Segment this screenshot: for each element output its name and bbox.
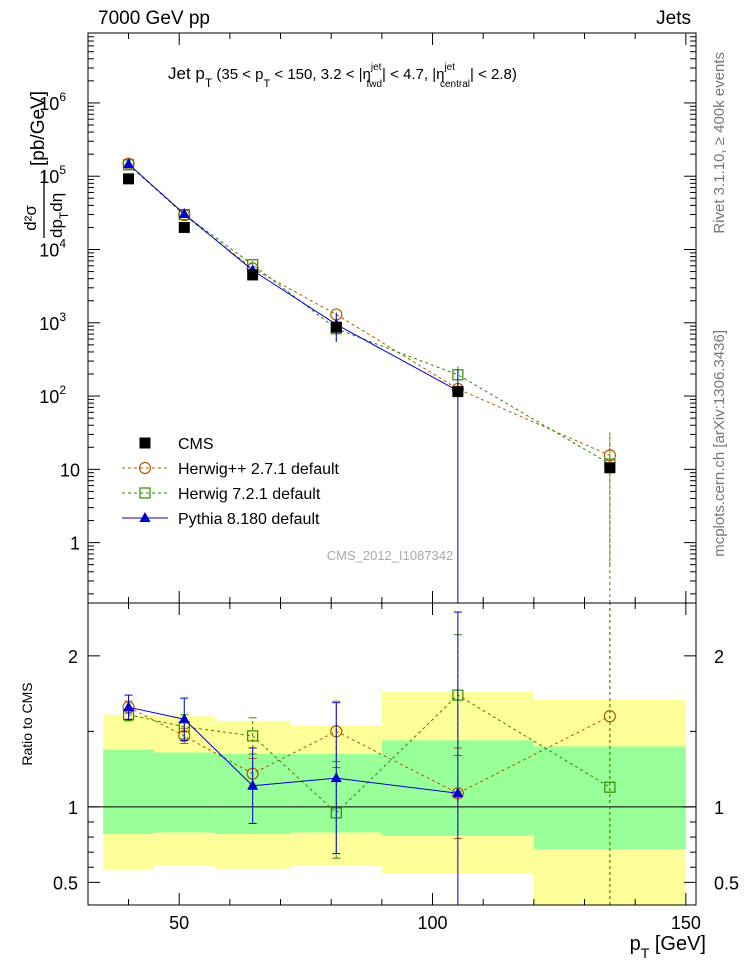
main-ytick-label: 10 [60,460,80,480]
series-herwig-2-7-1-default [122,157,616,565]
ratio-xtick-label: 50 [169,913,189,933]
series-line [128,164,611,465]
ratio-point [247,779,259,790]
ratio-point [330,772,342,783]
title-sub-t2: T [264,78,271,90]
data-point [247,269,259,281]
watermark: CMS_2012_I1087342 [327,548,454,563]
ylabel-units: [pb/GeV] [28,91,49,166]
legend-marker [139,487,151,499]
data-point [123,173,135,185]
ratio-point [604,781,616,793]
main-ytick-label: 1 [70,534,80,554]
ratio-ylabel: Ratio to CMS [19,682,35,765]
data-point [178,208,190,219]
title-central-sub: central [440,79,470,90]
ratio-series-pythia-8-180-default [123,611,464,905]
ratio-ytick-label-right: 2 [714,647,724,667]
ratio-plot: 0.5 0.5 1 1 2 2 50 100 150 [53,602,739,933]
header-left: 7000 GeV pp [98,8,210,29]
ratio-ytick-label-right: 1 [714,798,724,818]
series-line [128,163,611,456]
main-ytick-label: 102 [39,383,66,407]
ylabel-fraction: d²σ [21,205,40,231]
legend-marker [139,437,151,449]
legend-marker [138,461,152,475]
legend-entry-herwig-2-7-1-default: Herwig++ 2.7.1 default [122,461,340,478]
ratio-point [452,787,464,798]
ratio-xtick-label: 100 [418,913,448,933]
ratio-point [123,701,135,712]
ratio-band-inner [103,749,154,835]
data-point [452,386,464,398]
ratio-xtick-label: 150 [671,913,701,933]
ratio-ytick-label: 0.5 [53,873,78,893]
ylabel-num: d²σ [21,205,40,231]
title-end: | < 2.8) [470,66,517,83]
legend-label: Herwig 7.2.1 default [178,486,321,503]
ratio-band-inner [153,752,215,833]
ratio-xlabel: pT [GeV] [630,933,706,961]
title-eta: < 150, 3.2 < |η [270,66,371,83]
title-sub-t: T [205,76,213,90]
main-ytick-label: 106 [39,90,66,114]
data-point [330,321,342,333]
series-line [128,163,459,392]
legend-entry-pythia-8-180-default: Pythia 8.180 default [122,511,320,528]
series-pythia-8-180-default [123,158,464,603]
title-eta2: | < 4.7, |η [382,66,444,83]
legend-label: CMS [178,436,214,453]
ratio-line [128,694,611,814]
ratio-ytick-label-right: 0.5 [714,873,739,893]
legend-label: Pythia 8.180 default [178,511,320,528]
title-jet-sup2: jet [443,62,455,73]
ratio-ytick-label: 2 [68,647,78,667]
legend-entry-cms: CMS [139,436,214,453]
ratio-point [247,730,259,742]
header-right: Jets [656,8,691,29]
series-herwig-7-2-1-default [122,159,616,603]
legend-entry-herwig-7-2-1-default: Herwig 7.2.1 default [122,486,321,503]
ylabel-den: dpTdη [47,193,71,238]
ratio-ytick-label: 1 [68,798,78,818]
ratio-band-inner [533,746,686,850]
ratio-plot-frame [87,602,697,906]
mcplots-label: mcplots.cern.ch [arXiv:1306.3436] [711,330,728,557]
rivet-label: Rivet 3.1.10, ≥ 400k events [711,52,728,234]
legend: CMS Herwig++ 2.7.1 default Herwig 7.2.1 de… [122,436,340,528]
data-point [178,221,190,233]
data-point [603,449,616,462]
data-point [604,462,616,474]
main-title: Jet pT (35 < pT < 150, 3.2 < |ηjet fwd| <… [168,62,517,90]
ratio-line [128,706,611,794]
data-point [123,158,135,169]
series-cms [123,173,616,474]
main-ytick-label: 104 [39,236,66,260]
title-range: (35 < p [212,66,263,83]
ratio-point [178,713,190,724]
title-jet: Jet p [168,64,205,83]
title-jet-sup: jet [370,62,382,73]
title-fwd-sub: fwd [366,79,382,90]
main-ytick-label: 103 [39,310,66,334]
legend-label: Herwig++ 2.7.1 default [178,461,340,478]
legend-marker [139,512,151,522]
